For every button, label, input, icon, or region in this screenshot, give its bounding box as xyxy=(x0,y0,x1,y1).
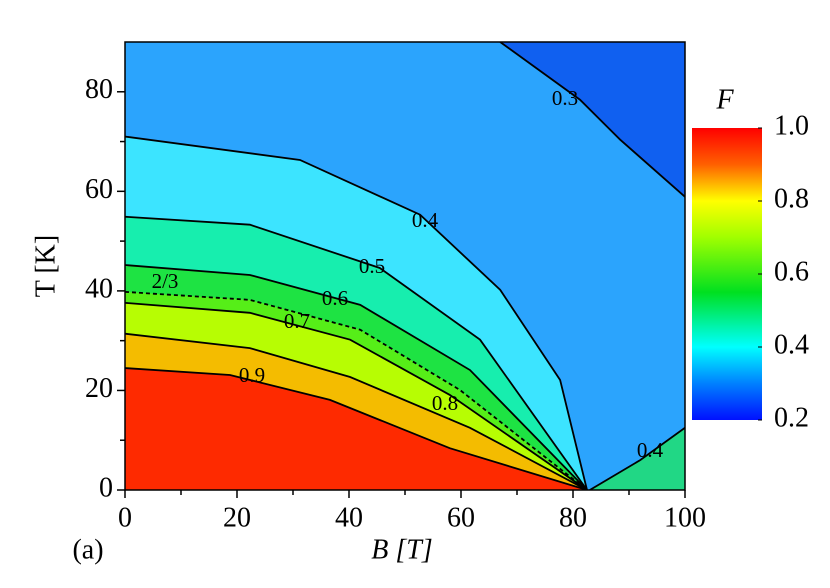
colorbar-tick-label: 0.2 xyxy=(774,402,809,433)
contour-line xyxy=(125,301,588,490)
contour-line xyxy=(589,427,685,490)
x-tick-label: 20 xyxy=(223,502,251,533)
colorbar-tick-label: 0.8 xyxy=(774,183,809,214)
x-tick-label: 40 xyxy=(335,502,363,533)
y-tick-label: 20 xyxy=(85,373,113,404)
contour-label: 0.8 xyxy=(432,391,458,415)
panel-label: (a) xyxy=(72,534,103,565)
heatmap xyxy=(125,42,685,490)
contour-band xyxy=(589,427,685,490)
x-axis-label: B [T] xyxy=(371,534,432,565)
contour-label: 0.6 xyxy=(322,286,348,310)
y-tick-label: 80 xyxy=(85,74,113,105)
contour-label: 2/3 xyxy=(152,269,179,293)
x-tick-label: 80 xyxy=(559,502,587,533)
colorbar-tick-label: 0.4 xyxy=(774,329,809,360)
contour-label: 0.4 xyxy=(637,438,664,462)
contour-line xyxy=(125,332,588,490)
contour-line xyxy=(125,367,588,490)
contour-line xyxy=(125,215,588,490)
contour-label: 0.5 xyxy=(359,254,385,278)
x-tick-label: 60 xyxy=(447,502,475,533)
contour-band xyxy=(125,368,587,490)
contour-line xyxy=(499,42,685,198)
contour-label: 0.9 xyxy=(239,363,265,387)
contour-label: 0.4 xyxy=(412,208,439,232)
y-tick-label: 40 xyxy=(85,273,113,304)
x-tick-label: 100 xyxy=(664,502,706,533)
contour-label: 0.3 xyxy=(552,86,578,110)
colorbar-title: F xyxy=(715,84,734,115)
colorbar-tick-label: 0.6 xyxy=(774,256,809,287)
contour-label: 0.7 xyxy=(284,309,310,333)
contour-line xyxy=(125,264,588,490)
y-tick-label: 0 xyxy=(99,472,113,503)
contour-line xyxy=(125,135,588,490)
colorbar xyxy=(692,128,762,420)
y-tick-label: 60 xyxy=(85,174,113,205)
x-tick-label: 0 xyxy=(118,502,132,533)
contour-line xyxy=(125,290,588,490)
y-axis-label: T [K] xyxy=(30,235,61,297)
colorbar-tick-label: 1.0 xyxy=(774,110,809,141)
